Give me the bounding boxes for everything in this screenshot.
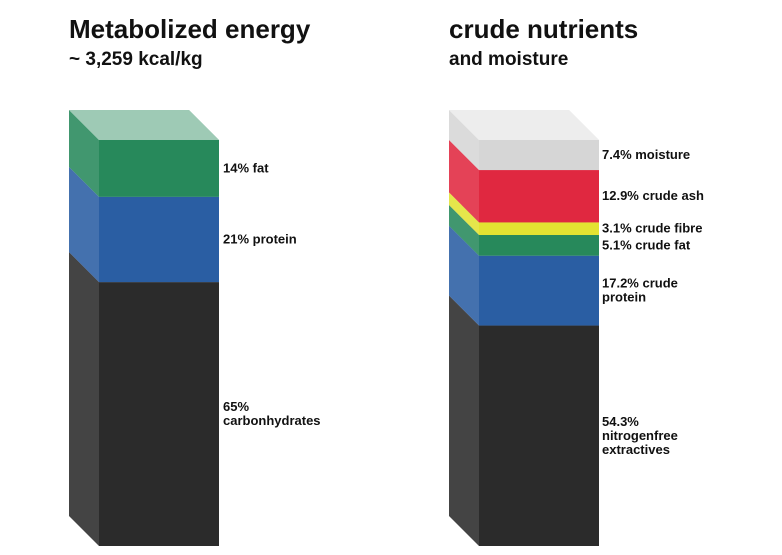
front-face-5-1-crude-fat [479,235,599,256]
front-face-14-fat [99,140,219,197]
chart-subtitle-energy: ~ 3,259 kcal/kg [69,49,203,70]
label-21-protein: 21% protein [223,231,297,246]
front-face-54-3-nitrogenfree-extractives [479,325,599,546]
side-face-12-9-crude-ash [449,140,479,223]
chart-title-nutrients: crude nutrients [449,14,639,44]
bar-top-cap [449,110,599,140]
chart-subtitle-nutrients: and moisture [449,49,569,70]
front-face-12-9-crude-ash [479,170,599,223]
label-5-1-crude-fat: 5.1% crude fat [602,237,691,252]
segment-65-carbonhydrates [69,252,219,546]
label-3-1-crude-fibre: 3.1% crude fibre [602,221,702,236]
side-face-21-protein [69,166,99,283]
side-face-17-2-crude-protein [449,225,479,326]
front-face-17-2-crude-protein [479,255,599,326]
side-face-3-1-crude-fibre [449,192,479,236]
chart-title-energy: Metabolized energy [69,14,311,44]
label-65-carbonhydrates: 65% carbonhydrates [223,399,321,428]
label-14-fat: 14% fat [223,160,269,175]
front-face-65-carbonhydrates [99,282,219,546]
front-face-21-protein [99,196,219,283]
label-17-2-crude-protein: 17.2% crude protein [602,276,678,305]
side-face-5-1-crude-fat [449,205,479,256]
side-face-65-carbonhydrates [69,252,99,546]
label-54-3-nitrogenfree-extractives: 54.3% nitrogenfree extractives [602,414,678,457]
front-face-7-4-moisture [479,140,599,171]
segment-54-3-nitrogenfree-extractives [449,295,599,546]
bar-nutrients: 54.3% nitrogenfree extractives 17.2% crude p… [449,110,704,546]
label-12-9-crude-ash: 12.9% crude ash [602,188,704,203]
label-7-4-moisture: 7.4% moisture [602,147,690,162]
side-face-7-4-moisture [449,110,479,171]
bar-top-cap [69,110,219,140]
side-face-54-3-nitrogenfree-extractives [449,295,479,546]
bar-energy: 65% carbonhydrates 21% protein 14% fat [69,110,321,546]
side-face-14-fat [69,110,99,197]
front-face-3-1-crude-fibre [479,222,599,236]
